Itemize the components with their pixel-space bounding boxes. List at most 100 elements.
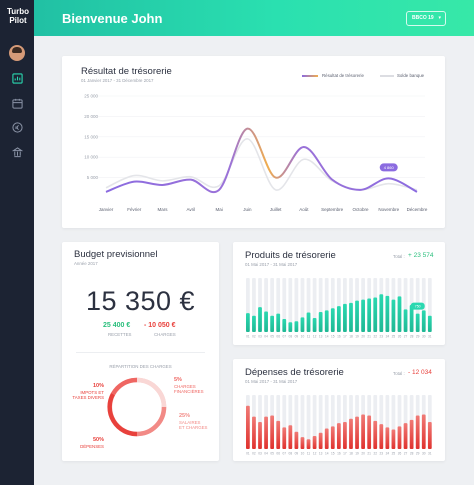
segment-label-financial: 5% CHARGES FINANCIÈRES (174, 377, 204, 394)
bar-day-label: 09 (295, 335, 299, 339)
nav-finance[interactable] (11, 121, 23, 133)
bar-tooltip-text: 750 (415, 305, 421, 309)
bar (373, 420, 378, 449)
bar-day-label: 10 (301, 335, 305, 339)
bar-day-label: 01 (246, 452, 250, 456)
bar (349, 302, 353, 332)
bar (294, 431, 299, 449)
repartition-title: RÉPARTITION DES CHARGES (109, 364, 172, 369)
depenses-title: Dépenses de trésorerie (245, 367, 344, 378)
bar (282, 427, 287, 449)
segment-label-salaries: 25% SALAIRES ET CHARGES (179, 413, 208, 430)
treasury-title: Résultat de trésorerie (81, 66, 172, 77)
tooltip-text: 4 860 (384, 165, 395, 170)
charges-donut (107, 377, 167, 437)
bar-day-label: 30 (422, 452, 426, 456)
produits-card: Produits de trésorerie 01 Mai 2017 - 31 … (233, 242, 445, 345)
x-tick-label: Avril (186, 207, 195, 212)
series-line-resultat (105, 127, 418, 193)
bar (294, 321, 299, 332)
nav-dashboard[interactable] (11, 72, 23, 84)
bar (318, 432, 323, 449)
bar (415, 313, 420, 332)
bar (361, 414, 365, 449)
bar-day-label: 27 (404, 452, 408, 456)
legend-bank-swatch (380, 75, 394, 77)
bar (427, 422, 432, 449)
depenses-total-value: - 12 034 (408, 369, 432, 376)
bar-day-label: 15 (331, 335, 335, 339)
bar-day-label: 08 (289, 452, 293, 456)
budget-subtitle: Année 2017 (74, 261, 98, 266)
x-tick-label: Janvier (99, 207, 114, 212)
calendar-icon (11, 98, 23, 109)
produits-subtitle: 01 Mai 2017 - 31 Mai 2017 (245, 262, 298, 267)
bar (312, 317, 317, 332)
x-tick-label: Février (127, 207, 142, 212)
bar (252, 315, 256, 332)
bar (336, 423, 341, 449)
bar (421, 310, 426, 332)
company-select-button[interactable]: BBCO 19 ▾ (406, 11, 446, 26)
bar (288, 322, 293, 332)
chevron-down-icon: ▾ (438, 15, 441, 21)
x-tick-label: Octobre (352, 207, 369, 212)
treasury-card: Résultat de trésorerie 01 Janvier 2017 -… (62, 56, 445, 228)
dashboard-icon (11, 72, 23, 84)
y-tick-label: 5 000 (87, 175, 99, 180)
produits-title: Produits de trésorerie (245, 250, 336, 261)
bar-day-label: 24 (386, 452, 390, 456)
bar (343, 422, 347, 449)
app-logo[interactable]: Turbo Pilot (4, 7, 32, 25)
bar-day-label: 10 (301, 452, 305, 456)
bar-day-label: 23 (380, 452, 384, 456)
bar-tooltip (410, 302, 425, 310)
x-tick-label: Mars (158, 207, 169, 212)
legend-result-label: Résultat de trésorerie (322, 73, 364, 78)
series-line-solde-banque (105, 138, 418, 191)
bar (391, 429, 396, 449)
x-tick-label: Juin (243, 207, 252, 212)
bar (282, 319, 287, 332)
bar (264, 416, 268, 449)
bar (306, 439, 311, 449)
bar (427, 315, 432, 332)
bar-day-label: 17 (343, 452, 347, 456)
depenses-bar-chart: 01 02 03 04 05 06 07 08 09 10 11 12 13 14 15 16 17 18 19 20… (246, 395, 432, 456)
bar (367, 298, 372, 332)
bar (318, 312, 323, 332)
bar (324, 310, 329, 332)
avatar[interactable] (9, 45, 25, 61)
bar (397, 296, 402, 332)
bar (367, 415, 372, 449)
legend-result-swatch (302, 75, 318, 77)
nav-calendar[interactable] (11, 97, 23, 109)
nav-bank[interactable] (11, 146, 23, 158)
bar (373, 297, 378, 332)
bar (379, 294, 384, 332)
bar (409, 305, 414, 332)
bar-track (288, 278, 293, 332)
bar (252, 416, 256, 449)
bar-day-label: 22 (373, 335, 377, 339)
bar-day-label: 01 (246, 335, 250, 339)
bar-day-label: 19 (355, 335, 359, 339)
bar-day-label: 07 (282, 452, 286, 456)
bar (300, 317, 305, 332)
budget-title: Budget previsionnel (74, 249, 158, 260)
depenses-subtitle: 01 Mai 2017 - 31 Mai 2017 (245, 379, 298, 384)
x-tick-label: Août (299, 207, 309, 212)
euro-icon (11, 121, 23, 133)
bar-day-label: 18 (349, 335, 353, 339)
bar (349, 418, 353, 449)
bar (330, 308, 335, 332)
bar-day-label: 25 (392, 335, 396, 339)
bar-day-label: 28 (410, 335, 414, 339)
sidebar: Turbo Pilot (0, 0, 34, 485)
bar (415, 415, 420, 449)
bar-day-label: 16 (337, 335, 341, 339)
x-tick-label: Juillet (270, 207, 282, 212)
y-tick-label: 10 000 (84, 155, 98, 160)
y-tick-label: 20 000 (84, 114, 98, 119)
recettes-label: RECETTES (108, 332, 132, 337)
